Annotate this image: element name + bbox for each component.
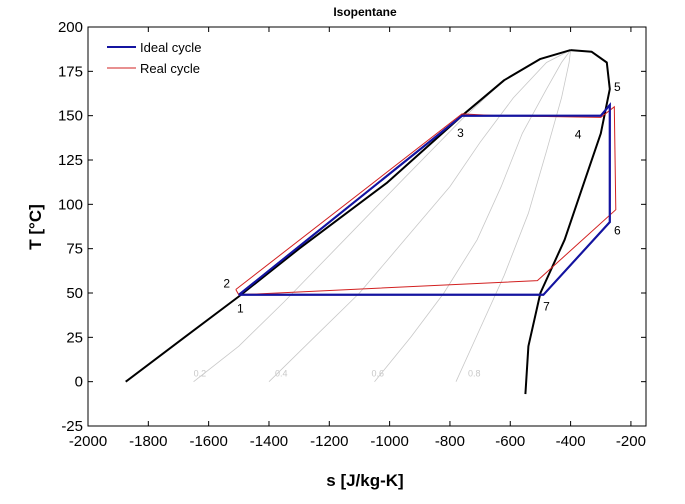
x-tick-label: -1000 (370, 433, 408, 450)
state-point-label: 1 (237, 302, 244, 316)
saturated-liquid-line (125, 49, 571, 383)
quality-label: 0.2 (194, 368, 207, 378)
chart-title: Isopentane (333, 5, 397, 19)
x-axis-label: s [J/kg-K] (326, 471, 403, 490)
x-tick-label: -200 (616, 433, 646, 450)
state-point-label: 7 (543, 300, 550, 314)
legend: Ideal cycle Real cycle (100, 35, 230, 81)
saturation-dome (125, 49, 611, 395)
y-tick-label: 150 (58, 108, 83, 125)
y-tick-label: 0 (75, 374, 83, 391)
y-tick-label: 100 (58, 196, 83, 213)
ideal-cycle-line-overlay (238, 102, 611, 296)
x-tick-label: -2000 (69, 433, 107, 450)
y-tick-label: 125 (58, 152, 83, 169)
x-tick-label: -400 (556, 433, 586, 450)
axis-ticks: -2000 -1800 -1600 -1400 -1200 -1000 -800 -600 -4… (58, 19, 646, 450)
legend-label-real: Real cycle (140, 61, 200, 76)
y-tick-label: 50 (66, 285, 83, 302)
real-cycle-line (235, 105, 617, 296)
state-point-label: 3 (457, 126, 464, 140)
quality-line (455, 50, 571, 382)
cycle-series (235, 102, 617, 296)
point-labels: 12 3 4 5 6 7 (223, 80, 621, 316)
y-tick-label: 75 (66, 241, 83, 258)
saturated-vapor-line (524, 49, 611, 395)
state-point-label: 4 (575, 128, 582, 142)
x-tick-label: -1600 (189, 433, 227, 450)
y-tick-label: 25 (66, 329, 83, 346)
y-tick-label: -25 (61, 418, 83, 435)
state-point-label: 2 (223, 277, 230, 291)
x-tick-label: -1200 (310, 433, 348, 450)
legend-label-ideal: Ideal cycle (140, 40, 201, 55)
x-tick-label: -800 (435, 433, 465, 450)
x-tick-label: -1400 (250, 433, 288, 450)
y-tick-label: 200 (58, 19, 83, 36)
x-tick-label: -600 (495, 433, 525, 450)
quality-label: 0.4 (275, 368, 288, 378)
quality-line (268, 49, 571, 382)
x-tick-label: -1800 (129, 433, 167, 450)
state-point-label: 6 (614, 223, 621, 237)
state-point-label: 5 (614, 80, 621, 94)
legend-box (100, 35, 230, 81)
quality-label: 0.8 (468, 368, 481, 378)
quality-label: 0.6 (372, 368, 385, 378)
y-axis-label: T [°C] (26, 204, 45, 250)
quality-line (374, 49, 571, 382)
plot-frame (87, 26, 647, 427)
y-tick-label: 175 (58, 63, 83, 80)
